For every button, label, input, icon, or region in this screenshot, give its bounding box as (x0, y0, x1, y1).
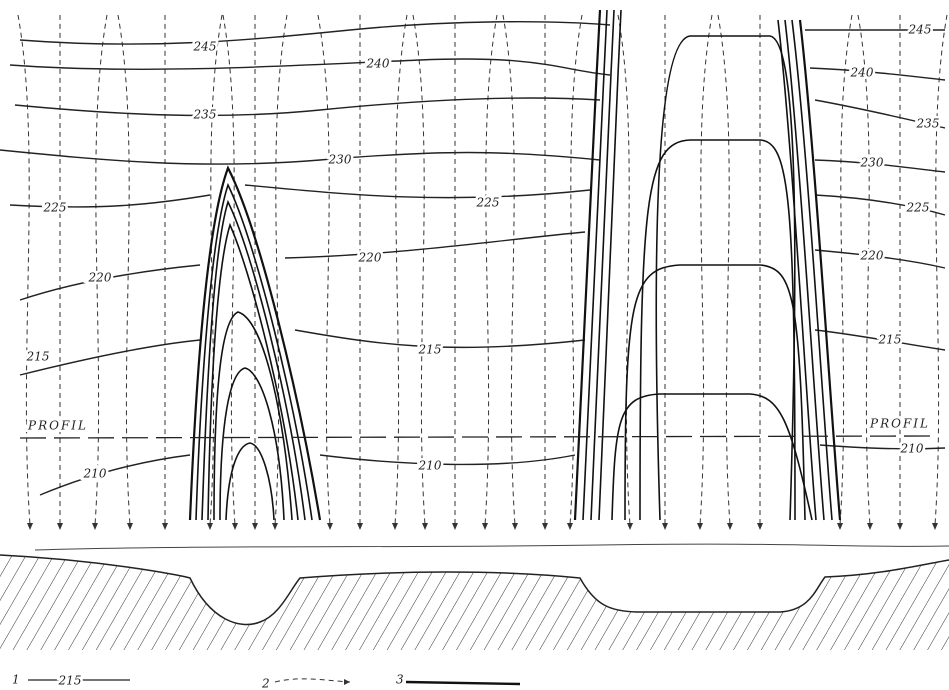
contour-label: 210 (900, 442, 924, 456)
flow-arrow (357, 523, 363, 530)
flow-line (700, 15, 712, 525)
contour-label: 215 (878, 333, 902, 347)
flow-arrow (512, 523, 518, 530)
profile-label: PROFIL (27, 419, 88, 433)
contour-label: 225 (476, 196, 500, 210)
legend-number: 2 (261, 677, 270, 690)
contour-label: 245 (908, 23, 932, 37)
legend-number: 3 (396, 673, 404, 687)
legend-flow-line (275, 679, 350, 682)
flow-arrow (567, 523, 573, 530)
flow-arrow (697, 523, 703, 530)
flow-arrow (662, 523, 668, 530)
flow-arrow (272, 523, 278, 530)
contour-label: 220 (860, 249, 884, 263)
flow-arrow (327, 523, 333, 530)
flow-line (840, 15, 852, 525)
legend-number: 1 (12, 673, 20, 687)
contour-label: 215 (26, 350, 50, 364)
flow-arrow (422, 523, 428, 530)
flow-line (318, 15, 330, 525)
contour-label: 245 (193, 40, 217, 54)
flow-arrow (92, 523, 98, 530)
map-figure: 245 240 235 230 225 225 220 220 215 215 … (0, 0, 949, 690)
flow-arrow (392, 523, 398, 530)
flow-line (618, 15, 630, 525)
contour-label: 240 (850, 66, 874, 80)
flow-arrow (27, 523, 33, 530)
contour-label: 220 (358, 251, 382, 265)
flow-line (223, 15, 235, 525)
contour-label: 210 (418, 459, 442, 473)
flow-line (503, 15, 515, 525)
right-ridge (575, 10, 840, 520)
legend: 1 215 2 3 (12, 673, 520, 690)
contour-label: 235 (193, 108, 217, 122)
contour-label: 220 (88, 271, 112, 285)
contour-label: 230 (860, 156, 884, 170)
flow-line (413, 15, 425, 525)
flow-arrow (482, 523, 488, 530)
flow-line (18, 15, 30, 525)
cross-section (0, 544, 949, 650)
contour-label: 215 (418, 343, 442, 357)
contour-label: 210 (83, 467, 107, 481)
flow-arrow (932, 523, 938, 530)
legend-ridge-line (406, 682, 520, 684)
flow-arrow (867, 523, 873, 530)
contour-label: 235 (916, 117, 940, 131)
flow-line (718, 15, 730, 525)
legend-arrow (344, 679, 350, 685)
profile-line (20, 436, 930, 438)
contour-label: 240 (366, 57, 390, 71)
flow-line (485, 15, 497, 525)
contour-label: 230 (328, 153, 352, 167)
flow-arrow (232, 523, 238, 530)
flow-arrow (207, 523, 213, 530)
flow-line (118, 15, 130, 525)
flow-arrow (837, 523, 843, 530)
flow-arrow (897, 523, 903, 530)
contour-label: 225 (906, 201, 930, 215)
flow-line (570, 15, 582, 525)
flow-arrow (727, 523, 733, 530)
flow-line (395, 15, 407, 525)
flow-arrow (452, 523, 458, 530)
legend-sample-label: 215 (58, 674, 82, 688)
profile-label: PROFIL (869, 417, 930, 431)
flow-arrow (627, 523, 633, 530)
flow-arrow (127, 523, 133, 530)
flow-arrow (162, 523, 168, 530)
flow-arrow (57, 523, 63, 530)
contour-label: 225 (43, 201, 67, 215)
flow-arrow (757, 523, 763, 530)
contours (0, 22, 945, 495)
flow-arrow (542, 523, 548, 530)
flow-arrow (252, 523, 258, 530)
